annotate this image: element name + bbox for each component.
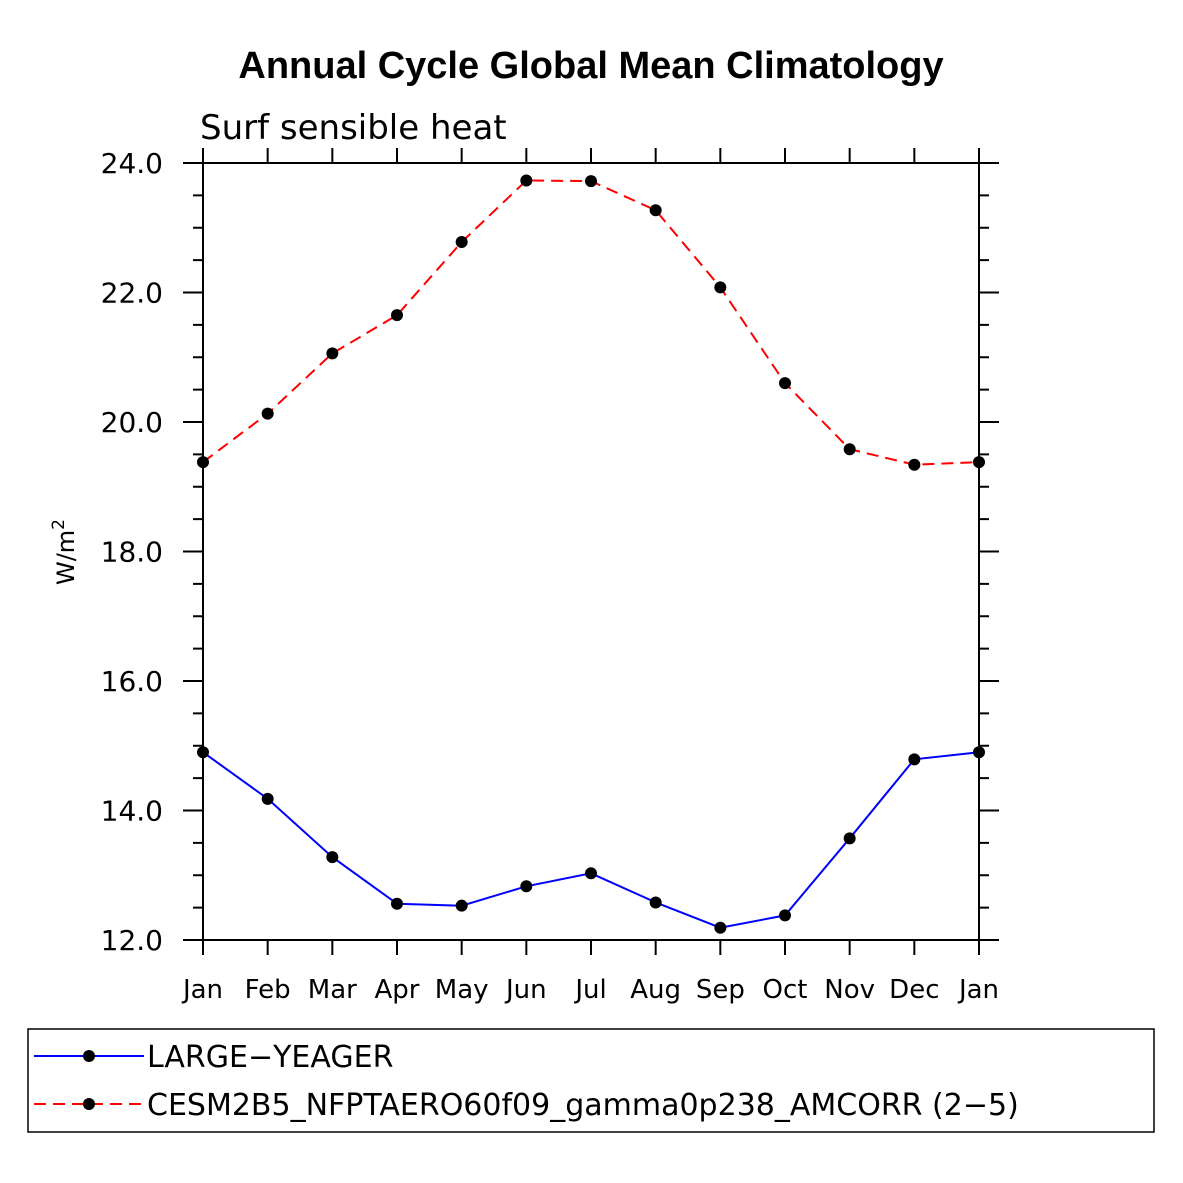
x-tick-labels: Jan Feb Mar Apr May Jun Jul Aug Sep Oct Nov Dec Jan	[181, 975, 999, 1005]
series-line-1	[202, 751, 980, 929]
y-tick-labels: 12.0 14.0 16.0 18.0 20.0 22.0 24.0	[101, 147, 163, 957]
axis-ticks	[183, 148, 999, 955]
series-2-point	[585, 175, 597, 188]
legend-marker-2	[83, 1098, 95, 1110]
x-tick-label: May	[435, 975, 489, 1005]
x-tick-label: Mar	[308, 975, 357, 1005]
series-1-point	[326, 851, 339, 864]
series-2-point	[391, 309, 403, 322]
x-tick-label: Jan	[181, 975, 223, 1005]
series-2-point	[973, 456, 985, 469]
series-2-point	[197, 456, 209, 469]
y-axis-label-superscript: 2	[49, 519, 69, 530]
series-2-point	[520, 174, 533, 187]
legend: LARGE−YEAGER CESM2B5_NFPTAERO60f09_gamma0…	[27, 1028, 1155, 1133]
series-1-point	[714, 921, 727, 934]
y-tick-label: 22.0	[101, 277, 163, 310]
y-tick-label: 16.0	[101, 665, 163, 698]
x-tick-label: Feb	[245, 975, 291, 1005]
series-layer	[197, 174, 985, 934]
series-2-point	[326, 347, 339, 360]
series-1-point	[391, 897, 403, 910]
series-1-point	[520, 880, 533, 893]
series-1-point	[908, 753, 921, 766]
plot-frame	[202, 162, 980, 941]
x-tick-label: Nov	[824, 975, 875, 1005]
y-tick-label: 24.0	[101, 147, 163, 180]
x-tick-label: Apr	[375, 975, 420, 1005]
y-tick-label: 14.0	[101, 795, 163, 828]
legend-label-2: CESM2B5_NFPTAERO60f09_gamma0p238_AMCORR …	[147, 1088, 1019, 1123]
chart-subtitle: Surf sensible heat	[200, 108, 507, 148]
y-tick-label: 20.0	[101, 406, 163, 439]
series-1-point	[843, 832, 856, 845]
legend-label-1: LARGE−YEAGER	[147, 1040, 393, 1075]
y-axis-label: W/m2	[49, 519, 80, 585]
y-tick-label: 18.0	[101, 536, 163, 569]
x-tick-label: Jul	[573, 975, 606, 1005]
x-tick-label: Oct	[763, 975, 808, 1005]
series-1-point	[973, 746, 985, 759]
legend-box	[27, 1028, 1155, 1133]
x-tick-label: Jan	[957, 975, 999, 1005]
chart-title: Annual Cycle Global Mean Climatology	[238, 45, 943, 87]
series-1-point	[261, 792, 274, 805]
series-2-point	[455, 235, 468, 248]
x-tick-label: Aug	[630, 975, 681, 1005]
series-2-point	[843, 443, 856, 456]
series-2-point	[649, 204, 662, 217]
series-1-point	[455, 899, 468, 912]
series-2-point	[714, 281, 727, 294]
series-1-point	[197, 746, 209, 759]
series-2-point	[779, 377, 791, 390]
y-axis-label-text: W/m	[52, 530, 80, 585]
series-line-2	[202, 179, 980, 466]
x-tick-label: Jun	[504, 975, 547, 1005]
legend-marker-1	[83, 1050, 95, 1062]
x-tick-label: Sep	[696, 975, 745, 1005]
svg-text:W/m2: W/m2	[49, 519, 80, 585]
series-1-point	[649, 896, 662, 909]
x-tick-label: Dec	[889, 975, 939, 1005]
series-1-point	[779, 909, 791, 922]
series-2-point	[261, 407, 274, 420]
y-tick-label: 12.0	[101, 924, 163, 957]
series-1-point	[585, 867, 597, 880]
series-2-point	[908, 458, 921, 471]
